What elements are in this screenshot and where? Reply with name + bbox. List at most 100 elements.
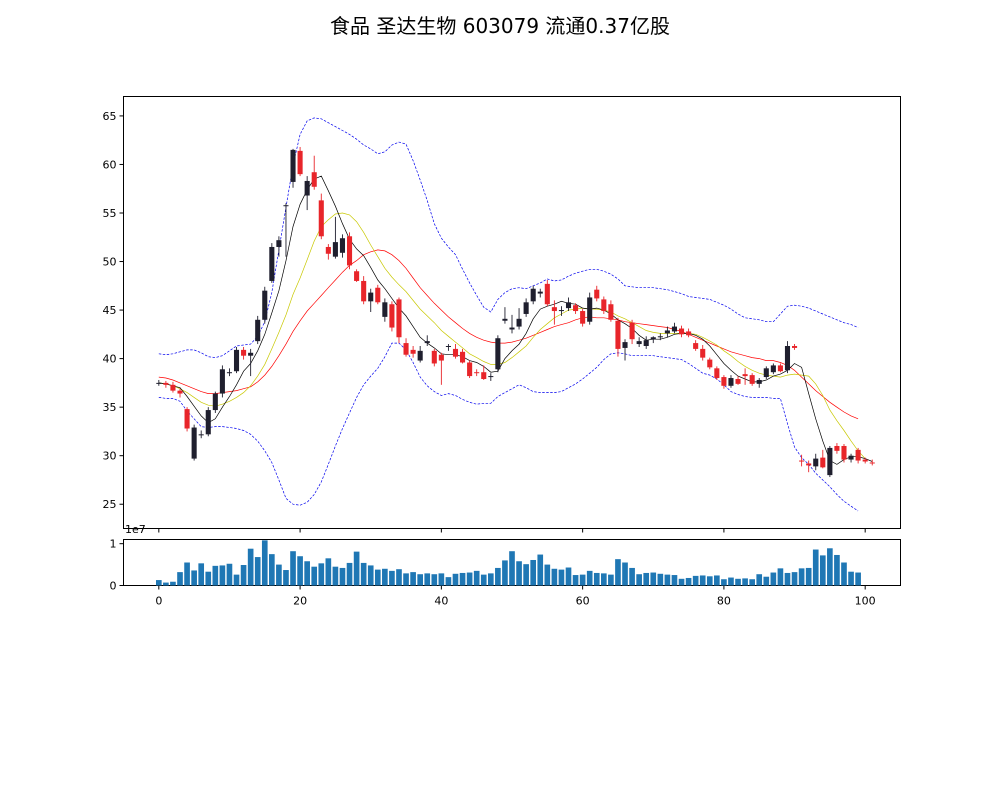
volume-bar	[848, 571, 854, 586]
candle	[389, 301, 395, 332]
candle	[735, 376, 741, 385]
candle-body	[700, 348, 706, 358]
candle	[615, 317, 621, 357]
candle	[834, 443, 840, 454]
volume-bar	[396, 569, 402, 586]
volume-bar	[466, 572, 473, 586]
x-tick-label: 80	[717, 595, 731, 608]
candle	[862, 457, 868, 464]
candle	[587, 292, 593, 325]
candle-body	[862, 459, 868, 462]
volume-bar	[297, 556, 303, 586]
candle-body	[163, 382, 169, 385]
price-y-tick-label: 65	[103, 110, 117, 123]
x-tick-label: 60	[576, 595, 590, 608]
chart-title: 食品 圣达生物 603079 流通0.37亿股	[330, 14, 670, 38]
candle	[799, 454, 805, 467]
candle-body	[671, 326, 678, 332]
candle-body	[205, 410, 211, 435]
candle-body	[721, 377, 727, 386]
candle	[657, 333, 663, 341]
volume-bar	[367, 565, 374, 586]
volume-bar	[191, 570, 197, 586]
candle	[361, 276, 367, 305]
volume-bar	[763, 576, 770, 586]
volume-bar	[855, 572, 861, 586]
candle	[325, 244, 331, 260]
candle	[375, 284, 381, 305]
candle-body	[332, 242, 338, 257]
candle-body	[657, 336, 663, 338]
candle-body	[290, 149, 296, 182]
candle	[262, 286, 268, 324]
candle	[368, 288, 374, 313]
candle	[219, 365, 225, 398]
candle	[742, 368, 748, 385]
candle-body	[869, 462, 875, 464]
bollinger-upper-line	[158, 117, 859, 358]
candle-body	[601, 299, 607, 312]
volume-bar	[551, 568, 558, 586]
volume-bar	[226, 563, 233, 586]
candle-body	[424, 341, 430, 344]
candle-body	[756, 379, 762, 384]
candle	[608, 300, 614, 322]
volume-bar	[721, 579, 727, 586]
candle-body	[509, 327, 515, 330]
candle	[205, 407, 211, 437]
price-panel: 25 30 35 40 45 50 55 60 65	[103, 96, 901, 533]
candle-body	[707, 359, 713, 368]
candle	[318, 193, 324, 240]
volume-bar	[593, 572, 600, 586]
volume-bar	[382, 568, 388, 586]
candle-body	[806, 463, 812, 466]
candle	[474, 369, 480, 377]
candle-body	[580, 311, 586, 324]
candle	[671, 322, 678, 334]
candle-body	[382, 302, 388, 317]
volume-bar	[699, 575, 706, 586]
candle-body	[608, 304, 614, 320]
candle	[558, 306, 564, 316]
candle-body	[460, 351, 466, 363]
candle-body	[565, 302, 572, 309]
volume-bar	[509, 551, 515, 586]
candle	[763, 366, 769, 379]
candle-body	[445, 345, 451, 347]
volume-bar	[756, 574, 763, 586]
candle	[848, 453, 854, 463]
candle-body	[297, 150, 303, 175]
volume-bar	[671, 575, 678, 586]
volume-bar	[424, 573, 431, 586]
candle-body	[346, 236, 353, 266]
volume-bar	[579, 574, 586, 586]
bollinger-lower-line	[158, 342, 859, 512]
candle-body	[318, 200, 324, 237]
candle	[573, 303, 579, 314]
candle	[382, 298, 388, 322]
candle	[424, 335, 430, 346]
candle	[565, 297, 572, 312]
volume-bar	[537, 554, 544, 586]
volume-bar	[692, 575, 699, 586]
candle-body	[636, 341, 642, 345]
candle	[707, 357, 713, 370]
volume-bar	[798, 568, 805, 586]
volume-bar	[544, 564, 551, 586]
volume-bar	[374, 569, 381, 586]
price-y-tick-label: 60	[103, 158, 117, 171]
candle	[806, 460, 812, 473]
volume-bar	[410, 572, 416, 586]
candle	[311, 155, 317, 190]
candle	[417, 345, 423, 363]
candle-body	[693, 343, 699, 349]
volume-bar	[473, 570, 480, 586]
candle-body	[622, 342, 628, 348]
volume-bar	[827, 548, 833, 586]
candle	[248, 348, 254, 377]
candle	[777, 363, 783, 373]
candle	[714, 366, 720, 380]
candle-body	[495, 338, 501, 370]
x-tick-label: 0	[155, 595, 162, 608]
volume-bar	[643, 572, 650, 586]
